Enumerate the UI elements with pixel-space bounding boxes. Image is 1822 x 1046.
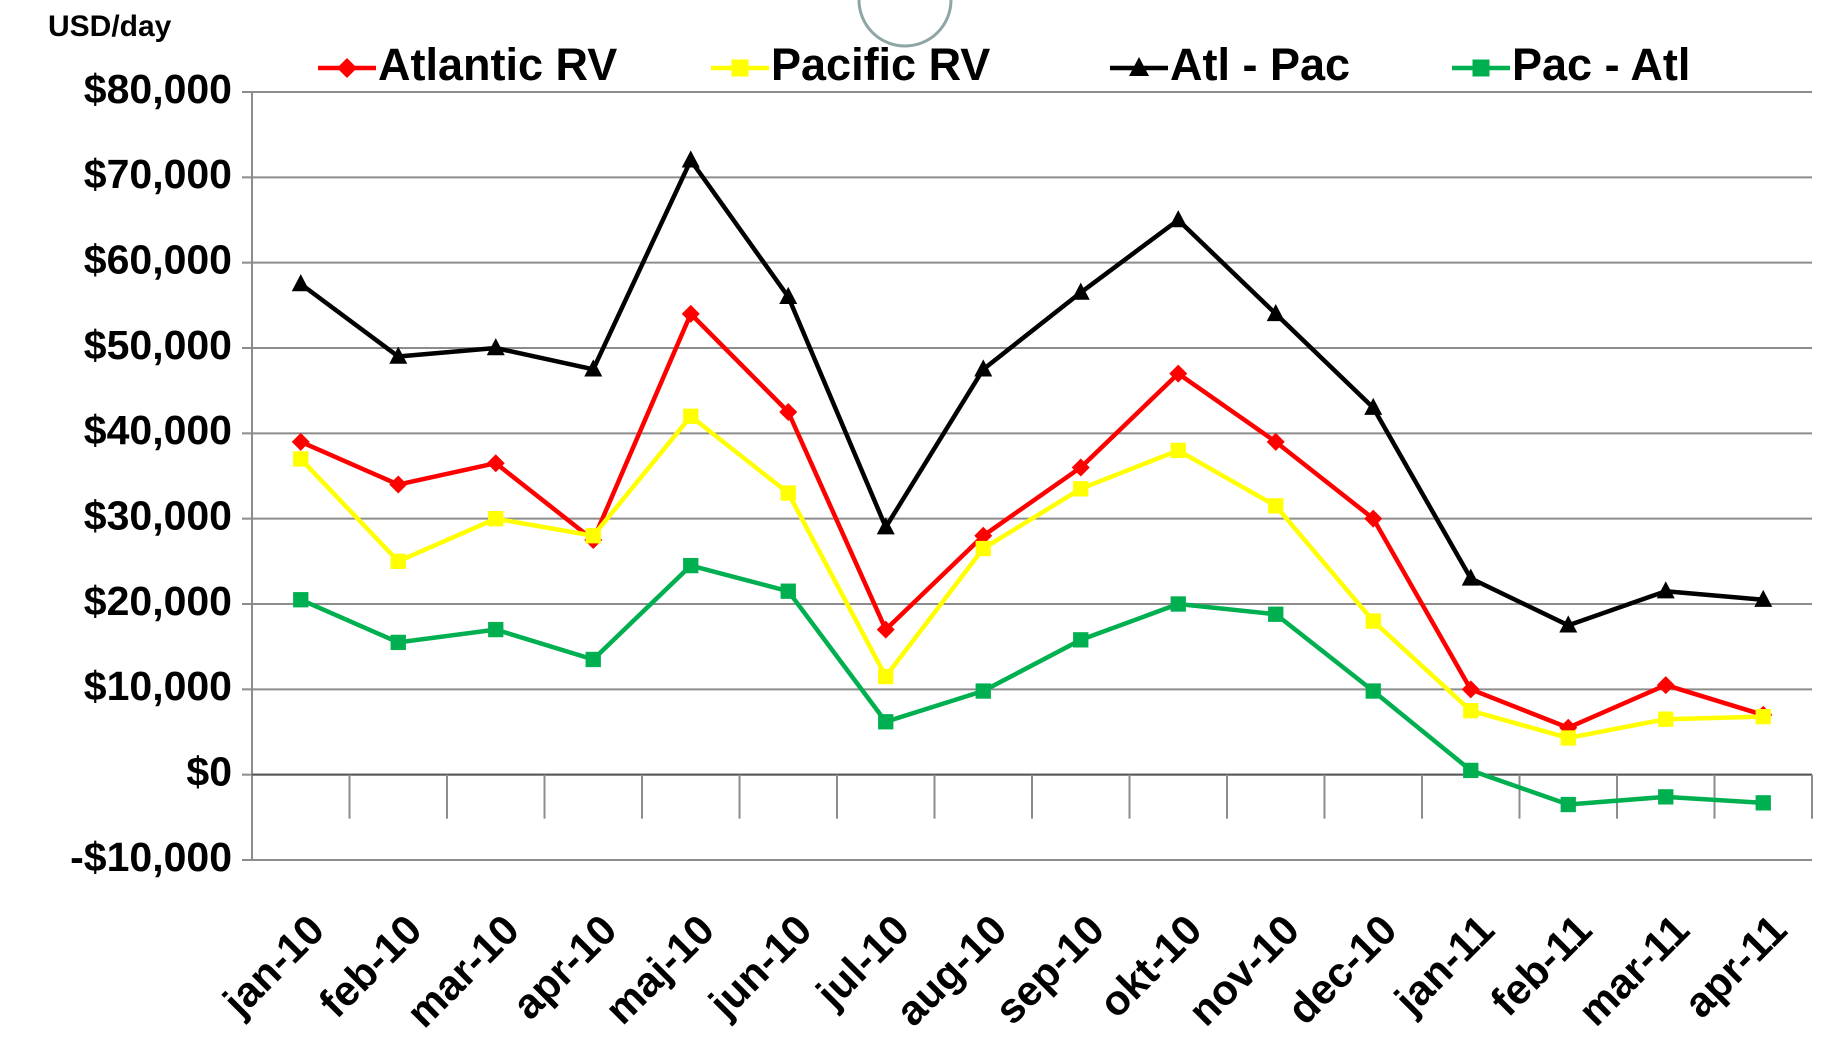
x-tick-label: apr-11 [1675, 906, 1796, 1027]
marker [1560, 730, 1576, 746]
marker [291, 274, 310, 292]
marker [1755, 795, 1771, 811]
marker [293, 592, 309, 608]
marker [337, 58, 357, 78]
x-tick-label: maj-10 [596, 906, 723, 1033]
marker [878, 714, 894, 730]
x-tick-label: mar-11 [1569, 906, 1698, 1035]
marker [975, 683, 991, 699]
marker [584, 359, 603, 377]
y-tick-label: $0 [186, 748, 232, 794]
marker [878, 668, 894, 685]
marker [1461, 568, 1480, 586]
legend-label: Atl - Pac [1170, 39, 1350, 90]
marker [780, 583, 796, 599]
legend-label: Pac - Atl [1512, 39, 1690, 90]
marker [389, 475, 408, 494]
marker [1169, 364, 1188, 383]
y-tick-label: $10,000 [84, 663, 232, 709]
marker [1268, 606, 1284, 622]
x-tick-label: jun-10 [699, 906, 820, 1027]
marker [1266, 432, 1285, 451]
x-tick-label: jan-10 [213, 906, 333, 1026]
marker [683, 408, 699, 424]
y-tick-label: $20,000 [84, 578, 232, 624]
logo [857, 0, 953, 48]
marker [1268, 498, 1284, 514]
marker [780, 485, 796, 501]
marker [683, 557, 699, 574]
marker [291, 432, 310, 451]
marker [293, 451, 309, 467]
marker [1463, 762, 1479, 779]
marker [585, 651, 601, 668]
y-tick-label: $60,000 [84, 236, 232, 282]
marker [488, 621, 504, 638]
marker [731, 59, 749, 77]
marker [975, 540, 991, 557]
x-tick-label: jan-11 [1385, 906, 1503, 1024]
marker [486, 338, 505, 356]
marker [1365, 613, 1381, 629]
marker [1461, 680, 1480, 699]
marker [1754, 589, 1773, 607]
marker [876, 517, 895, 535]
marker [1073, 481, 1089, 497]
y-tick-label: $40,000 [84, 407, 232, 453]
marker [1073, 632, 1089, 648]
x-tick-label: nov-10 [1179, 906, 1308, 1035]
marker [779, 403, 798, 421]
legend-label: Atlantic RV [378, 39, 617, 90]
marker [585, 528, 601, 544]
marker [1658, 789, 1674, 805]
marker [1463, 703, 1479, 719]
x-tick-label: mar-10 [397, 906, 528, 1037]
marker [1656, 581, 1675, 599]
marker [390, 634, 406, 651]
marker [876, 620, 895, 639]
marker [1129, 57, 1149, 76]
marker [390, 553, 406, 569]
marker [1656, 676, 1675, 695]
marker [1560, 796, 1576, 813]
marker [1170, 596, 1186, 612]
series-line [299, 414, 1764, 741]
marker [974, 359, 993, 377]
marker [1169, 210, 1188, 228]
marker [1364, 509, 1383, 528]
series-line [299, 311, 1764, 730]
marker [779, 286, 798, 304]
marker [974, 526, 993, 545]
legend-label: Pacific RV [771, 39, 990, 90]
y-tick-label: $70,000 [84, 151, 232, 197]
marker [389, 346, 408, 364]
y-tick-label: $80,000 [84, 66, 232, 112]
series-line [299, 563, 1764, 807]
marker [1365, 683, 1381, 699]
x-tick-label: sep-10 [986, 906, 1113, 1033]
marker [486, 454, 505, 473]
marker [1071, 282, 1090, 300]
marker [1658, 711, 1674, 727]
marker [681, 150, 700, 168]
marker [488, 511, 504, 527]
series-line [299, 158, 1764, 628]
marker [1071, 458, 1090, 477]
marker [681, 304, 700, 323]
y-tick-label: -$10,000 [70, 834, 232, 880]
marker [1755, 708, 1771, 725]
marker [1559, 615, 1578, 633]
x-tick-label: dec-10 [1278, 906, 1405, 1033]
y-tick-label: $30,000 [84, 492, 232, 538]
y-tick-label: $50,000 [84, 322, 232, 368]
x-tick-label: aug-10 [886, 906, 1015, 1035]
marker [1170, 442, 1186, 459]
marker [1472, 59, 1490, 77]
y-axis-label: USD/day [48, 10, 172, 43]
marker [1364, 397, 1383, 415]
marker [1266, 303, 1285, 322]
